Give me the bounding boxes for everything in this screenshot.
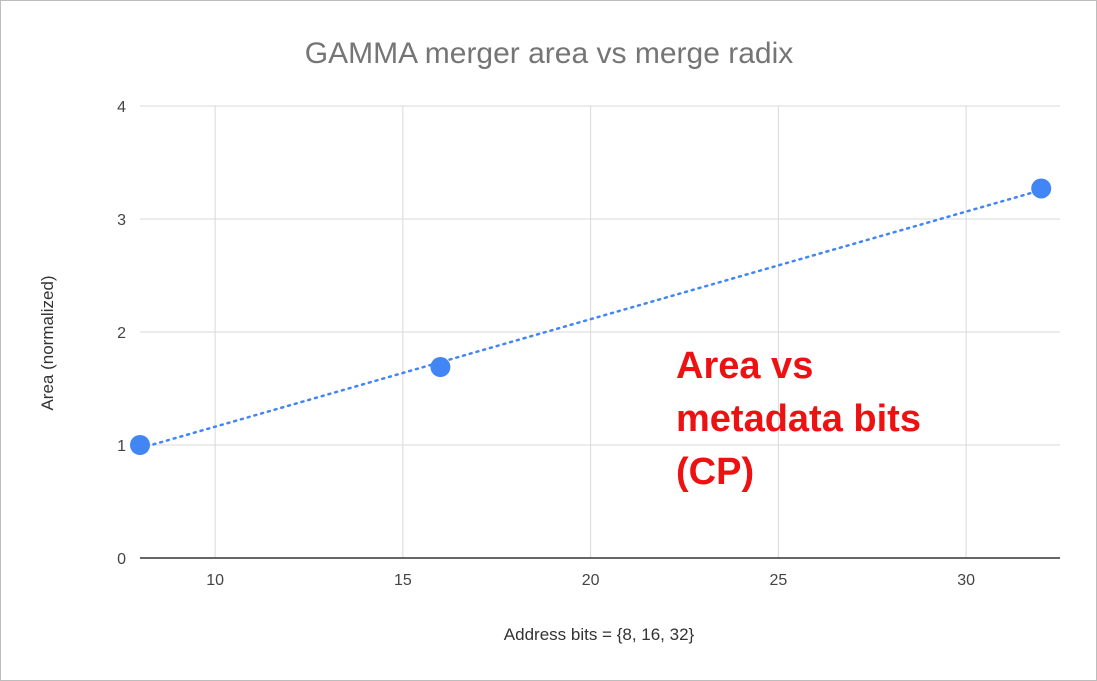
chart-annotation: Area vs metadata bits (CP): [676, 340, 976, 499]
trendline-layer: [138, 188, 1043, 450]
x-tick-label: 25: [769, 572, 787, 589]
y-tick-label: 0: [117, 551, 126, 568]
tick-labels: 0 1 2 3 4 10 15 20 25 30: [117, 99, 975, 589]
chart-title: GAMMA merger area vs merge radix: [305, 37, 793, 70]
trendline: [138, 188, 1043, 450]
y-axis-title: Area (normalized): [38, 275, 57, 410]
y-tick-label: 2: [117, 325, 126, 342]
y-tick-label: 1: [117, 438, 126, 455]
x-tick-label: 15: [394, 572, 412, 589]
x-axis-title: Address bits = {8, 16, 32}: [504, 625, 695, 644]
x-tick-label: 20: [582, 572, 600, 589]
y-tick-label: 4: [117, 99, 126, 116]
x-tick-label: 10: [206, 572, 224, 589]
data-point: [130, 435, 150, 455]
x-tick-label: 30: [957, 572, 975, 589]
grid: [140, 105, 1060, 558]
annotation-line: Area vs: [676, 345, 814, 387]
data-points: [130, 178, 1052, 455]
annotation-line: (CP): [676, 451, 755, 493]
y-tick-label: 3: [117, 212, 126, 229]
data-point: [1031, 178, 1052, 199]
data-point: [430, 357, 451, 378]
annotation-line: metadata bits: [676, 398, 921, 440]
